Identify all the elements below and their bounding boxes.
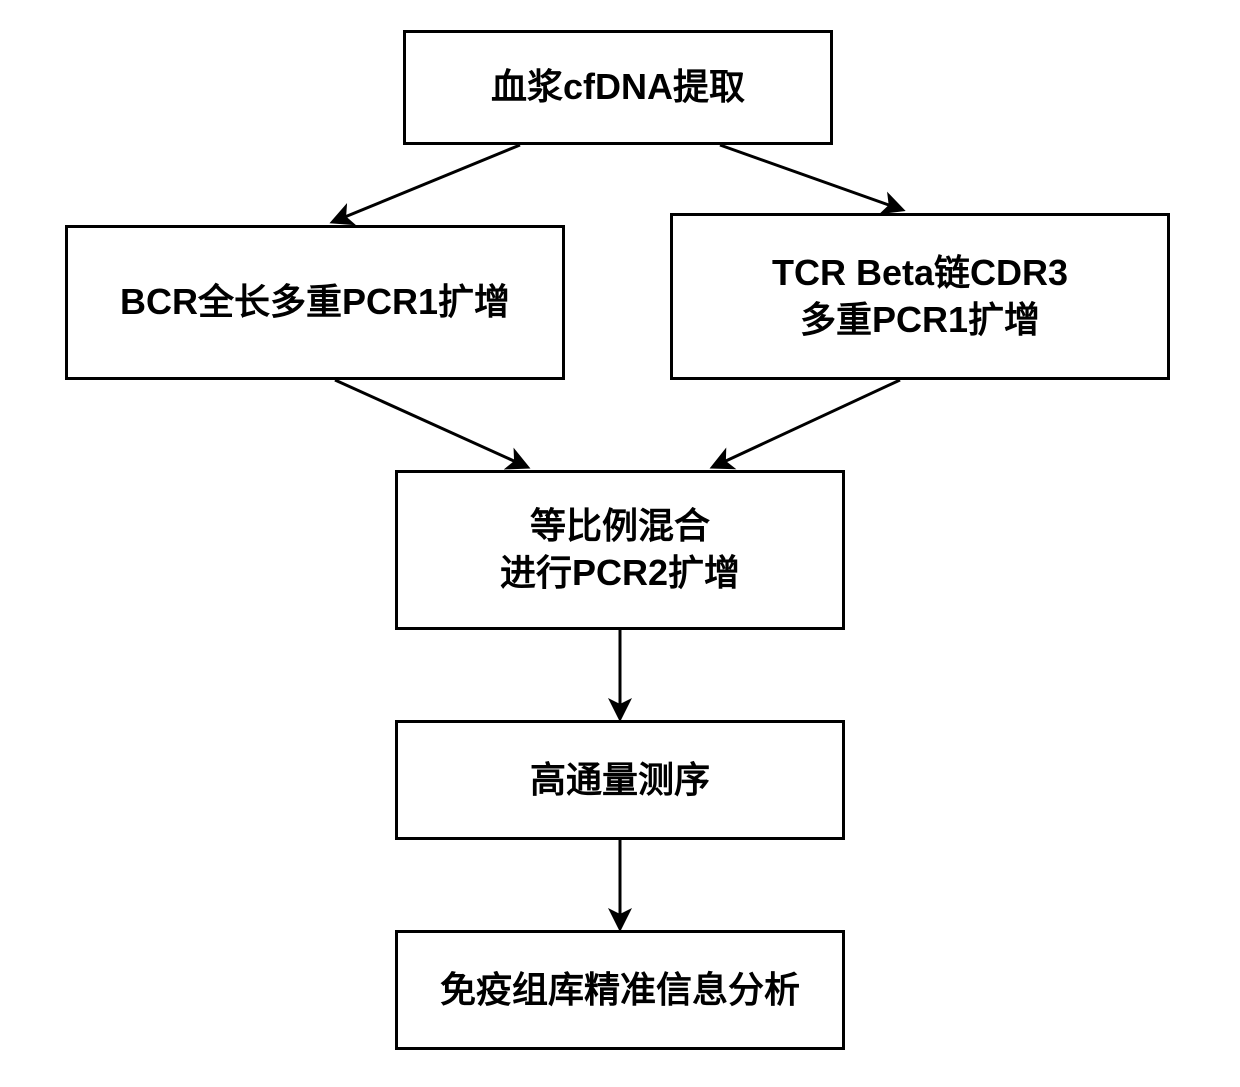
node-label: TCR Beta链CDR3 (772, 250, 1068, 297)
node-cfdna-extraction: 血浆cfDNA提取 (403, 30, 833, 145)
edge (715, 380, 900, 466)
node-sequencing: 高通量测序 (395, 720, 845, 840)
node-label: BCR全长多重PCR1扩增 (120, 279, 510, 326)
edge (335, 380, 525, 466)
node-label: 高通量测序 (530, 757, 710, 804)
edge (335, 145, 520, 221)
node-label: 多重PCR1扩增 (800, 297, 1040, 344)
node-label: 免疫组库精准信息分析 (440, 967, 800, 1014)
edge (720, 145, 900, 209)
node-tcr-pcr1: TCR Beta链CDR3 多重PCR1扩增 (670, 213, 1170, 380)
node-label: 血浆cfDNA提取 (491, 64, 745, 111)
node-analysis: 免疫组库精准信息分析 (395, 930, 845, 1050)
node-label: 进行PCR2扩增 (500, 550, 740, 597)
node-bcr-pcr1: BCR全长多重PCR1扩增 (65, 225, 565, 380)
node-label: 等比例混合 (530, 503, 710, 550)
node-pcr2: 等比例混合 进行PCR2扩增 (395, 470, 845, 630)
